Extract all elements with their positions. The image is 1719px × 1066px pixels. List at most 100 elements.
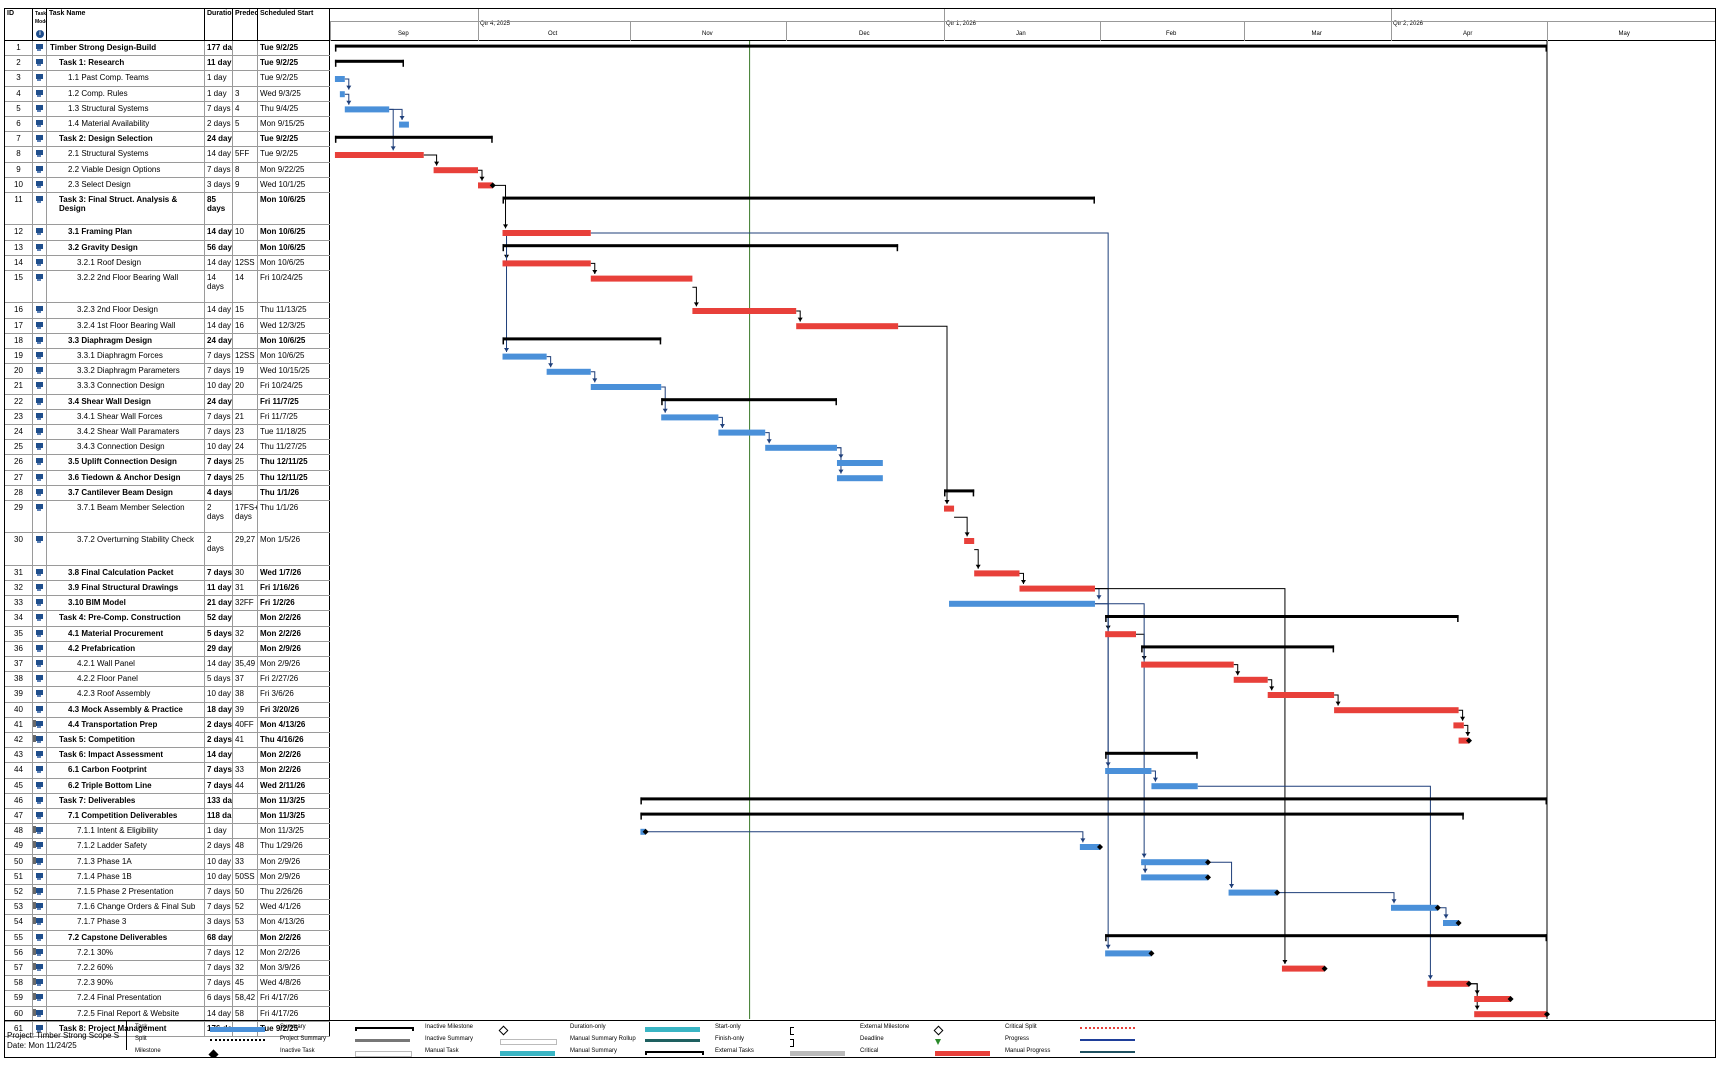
critical-task-bar[interactable] — [796, 323, 899, 330]
summary-bar[interactable] — [1141, 645, 1335, 649]
summary-bar[interactable] — [334, 44, 1547, 48]
summary-bar-start[interactable] — [944, 489, 946, 497]
table-row[interactable]: 42 Task 5: Competition 2 days 41 Thu 4/16/26 — [5, 733, 330, 749]
summary-bar[interactable] — [1105, 615, 1459, 618]
table-row[interactable]: 40 4.3 Mock Assembly & Practice 18 day 39 Fr… — [5, 702, 330, 718]
summary-bar-start[interactable] — [640, 812, 642, 820]
table-row[interactable]: 34 Task 4: Pre-Comp. Construction 52 day Mo… — [5, 611, 330, 627]
table-row[interactable]: 30 3.7.2 Overturning Stability Check 2 day… — [5, 533, 330, 566]
col-header-pred[interactable]: Predecessors — [233, 9, 258, 41]
table-row[interactable]: 47 7.1 Competition Deliverables 118 da Mon … — [5, 809, 330, 825]
summary-bar-end[interactable] — [972, 489, 975, 497]
task-bar[interactable] — [1151, 783, 1198, 790]
summary-bar-start[interactable] — [661, 398, 663, 406]
table-row[interactable]: 56 7.2.1 30% 7 days 12 Mon 2/2/26 — [5, 945, 330, 961]
table-row[interactable]: 41 4.4 Transportation Prep 2 days 40FF Mon 4… — [5, 717, 330, 733]
table-row[interactable]: 2 Task 1: Research 11 day Tue 9/2/25 — [5, 56, 330, 72]
summary-bar-end[interactable] — [1457, 615, 1459, 622]
table-row[interactable]: 38 4.2.2 Floor Panel 5 days 37 Fri 2/27/26 — [5, 672, 330, 688]
critical-task-bar[interactable] — [433, 167, 478, 174]
summary-bar[interactable] — [334, 59, 404, 63]
table-row[interactable]: 22 3.4 Shear Wall Design 24 day Fri 11/7/25 — [5, 394, 330, 410]
table-row[interactable]: 9 2.2 Viable Design Options 7 days 8 Mon 9/2… — [5, 162, 330, 178]
task-bar[interactable] — [1443, 920, 1459, 926]
task-bar[interactable] — [836, 475, 883, 482]
task-bar[interactable] — [765, 444, 837, 451]
summary-bar-end[interactable] — [491, 135, 493, 143]
critical-task-bar[interactable] — [692, 308, 797, 314]
summary-bar[interactable] — [502, 337, 662, 341]
summary-bar-end[interactable] — [1545, 797, 1548, 805]
task-bar[interactable] — [502, 353, 547, 360]
table-row[interactable]: 11 Task 3: Final Struct. Analysis & Desig… — [5, 193, 330, 226]
col-header-mode[interactable]: Task Mode i — [33, 9, 47, 41]
table-row[interactable]: 32 3.9 Final Structural Drawings 11 day 31 F… — [5, 581, 330, 597]
critical-task-bar[interactable] — [1233, 676, 1268, 683]
table-row[interactable]: 31 3.8 Final Calculation Packet 7 days 30 We… — [5, 565, 330, 581]
summary-bar[interactable] — [502, 244, 899, 248]
summary-bar-end[interactable] — [1545, 44, 1548, 52]
task-bar[interactable] — [334, 76, 345, 82]
critical-task-bar[interactable] — [1458, 737, 1469, 744]
summary-bar-start[interactable] — [334, 44, 337, 52]
summary-bar[interactable] — [944, 489, 975, 493]
summary-bar-start[interactable] — [334, 135, 337, 143]
table-row[interactable]: 23 3.4.1 Shear Wall Forces 7 days 21 Fri 11/… — [5, 409, 330, 425]
table-row[interactable]: 24 3.4.2 Shear Wall Paramaters 7 days 23 Tue… — [5, 425, 330, 441]
table-row[interactable]: 43 Task 6: Impact Assessment 14 day Mon 2/2… — [5, 748, 330, 764]
critical-task-bar[interactable] — [1141, 661, 1234, 668]
summary-bar[interactable] — [1105, 934, 1547, 938]
task-bar[interactable] — [1228, 889, 1278, 896]
table-row[interactable]: 33 3.10 BIM Model 21 day 32FF Fri 1/2/26 — [5, 596, 330, 612]
critical-task-bar[interactable] — [1019, 585, 1095, 592]
table-row[interactable]: 49 7.1.2 Ladder Safety 2 days 48 Thu 1/29/26 — [5, 839, 330, 855]
table-row[interactable]: 53 7.1.6 Change Orders & Final Sub 7 days 5… — [5, 900, 330, 916]
table-row[interactable]: 51 7.1.4 Phase 1B 10 day 50SS Mon 2/9/26 — [5, 869, 330, 885]
table-row[interactable]: 28 3.7 Cantilever Beam Design 4 days Thu 1/… — [5, 485, 330, 501]
task-bar[interactable] — [949, 600, 1095, 607]
task-bar[interactable] — [546, 368, 591, 375]
summary-bar-start[interactable] — [502, 244, 505, 252]
summary-bar-end[interactable] — [1462, 812, 1464, 820]
table-row[interactable]: 45 6.2 Triple Bottom Line 7 days 44 Wed 2/11… — [5, 778, 330, 794]
summary-bar-end[interactable] — [896, 244, 899, 252]
table-row[interactable]: 60 7.2.5 Final Report & Website 14 day 58 Fr… — [5, 1006, 330, 1022]
task-bar[interactable] — [590, 384, 662, 390]
summary-bar[interactable] — [334, 135, 493, 139]
summary-bar[interactable] — [502, 196, 1095, 200]
summary-bar-start[interactable] — [1141, 645, 1143, 653]
table-row[interactable]: 1 Timber Strong Design-Build 177 da Tue 9/2… — [5, 41, 330, 57]
critical-task-bar[interactable] — [974, 570, 1020, 577]
summary-bar-end[interactable] — [1332, 645, 1335, 653]
summary-bar-end[interactable] — [402, 59, 405, 67]
summary-bar-start[interactable] — [640, 797, 642, 805]
critical-task-bar[interactable] — [1474, 996, 1511, 1002]
summary-bar-start[interactable] — [334, 59, 337, 67]
summary-bar-start[interactable] — [1105, 615, 1107, 622]
table-row[interactable]: 44 6.1 Carbon Footprint 7 days 33 Mon 2/2/26 — [5, 763, 330, 779]
summary-bar-end[interactable] — [835, 398, 837, 406]
critical-task-bar[interactable] — [1105, 631, 1136, 638]
critical-task-bar[interactable] — [502, 230, 591, 236]
summary-bar-end[interactable] — [1093, 196, 1095, 204]
table-row[interactable]: 21 3.3.3 Connection Design 10 day 20 Fri 10/… — [5, 379, 330, 395]
table-row[interactable]: 17 3.2.4 1st Floor Bearing Wall 14 day 16 We… — [5, 318, 330, 334]
col-header-duration[interactable]: Duration — [205, 9, 233, 41]
summary-bar-end[interactable] — [1545, 934, 1548, 942]
summary-bar[interactable] — [640, 812, 1464, 816]
table-row[interactable]: 37 4.2.1 Wall Panel 14 day 35,49 Mon 2/9/26 — [5, 657, 330, 673]
table-row[interactable]: 27 3.6 Tiedown & Anchor Design 7 days 25 Thu… — [5, 470, 330, 486]
table-row[interactable]: 39 4.2.3 Roof Assembly 10 day 38 Fri 3/6/26 — [5, 687, 330, 703]
task-bar[interactable] — [1105, 768, 1152, 774]
task-bar[interactable] — [1391, 904, 1438, 911]
table-row[interactable]: 36 4.2 Prefabrication 29 day Mon 2/9/26 — [5, 641, 330, 657]
table-row[interactable]: 58 7.2.3 90% 7 days 45 Wed 4/8/26 — [5, 976, 330, 992]
critical-task-bar[interactable] — [944, 505, 955, 512]
table-row[interactable]: 50 7.1.3 Phase 1A 10 day 33 Mon 2/9/26 — [5, 854, 330, 870]
table-row[interactable]: 57 7.2.2 60% 7 days 32 Mon 3/9/26 — [5, 961, 330, 977]
summary-bar[interactable] — [640, 797, 1547, 801]
table-row[interactable]: 15 3.2.2 2nd Floor Bearing Wall 14 days 14 F… — [5, 271, 330, 304]
critical-task-bar[interactable] — [502, 260, 591, 267]
